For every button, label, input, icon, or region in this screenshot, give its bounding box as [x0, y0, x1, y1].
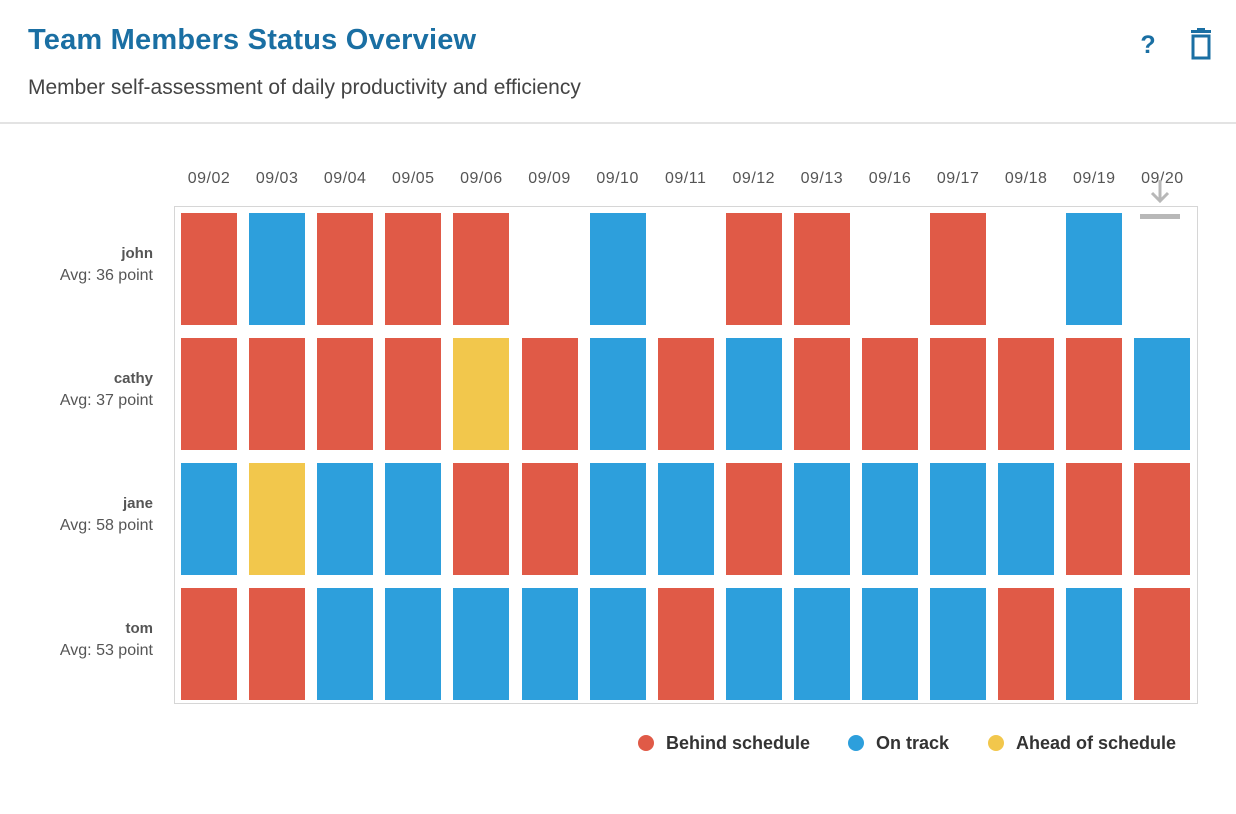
download-icon	[1140, 180, 1180, 219]
x-tick-label: 09/20	[1141, 170, 1184, 187]
legend-item-behind[interactable]: Behind schedule	[638, 730, 810, 756]
heatmap-cell[interactable]	[181, 338, 237, 450]
x-tick-label: 09/10	[596, 170, 639, 187]
heatmap-cell[interactable]	[862, 463, 918, 575]
heatmap-cell[interactable]	[317, 463, 374, 575]
x-tick-label: 09/04	[323, 170, 367, 187]
panel-header: Team Members Status Overview Member self…	[0, 0, 1236, 124]
heatmap-cell[interactable]	[453, 213, 510, 325]
heatmap-cell[interactable]	[1066, 588, 1123, 700]
heatmap-cell[interactable]	[317, 588, 374, 700]
heatmap-cell[interactable]	[589, 338, 646, 450]
row-average-label: Avg: 36 point	[59, 267, 153, 284]
y-tick-label: tom	[125, 620, 154, 637]
x-tick-label: 09/18	[1004, 170, 1048, 187]
heatmap-cell[interactable]	[930, 588, 987, 700]
heatmap-cell[interactable]	[453, 588, 510, 700]
heatmap-cell[interactable]	[725, 588, 782, 700]
heatmap-cell[interactable]	[1066, 463, 1123, 575]
heatmap-cell[interactable]	[657, 588, 714, 700]
x-tick-label: 09/09	[528, 170, 571, 187]
heatmap-cell[interactable]	[930, 338, 987, 450]
y-tick-label: john	[121, 245, 153, 262]
legend-item-ahead[interactable]: Ahead of schedule	[988, 730, 1176, 756]
heatmap-cell[interactable]	[862, 588, 918, 700]
page-subtitle: Member self-assessment of daily producti…	[28, 76, 581, 99]
heatmap-cell[interactable]	[793, 213, 850, 325]
heatmap-cell[interactable]	[1066, 338, 1123, 450]
legend-marker	[638, 735, 654, 751]
heatmap-cell[interactable]	[385, 463, 442, 575]
heatmap-cell[interactable]	[181, 588, 237, 700]
heatmap-cell[interactable]	[1134, 588, 1191, 700]
x-tick-label: 09/16	[868, 170, 912, 187]
heatmap-cell[interactable]	[862, 338, 918, 450]
legend-label: Behind schedule	[666, 732, 811, 753]
heatmap-cell[interactable]	[181, 463, 237, 575]
heatmap-cell[interactable]	[793, 463, 850, 575]
x-tick-label: 09/05	[392, 170, 435, 187]
heatmap-cell[interactable]	[249, 213, 306, 325]
x-tick-label: 09/03	[255, 170, 299, 187]
heatmap-cell[interactable]	[930, 213, 987, 325]
x-tick-label: 09/11	[665, 170, 707, 187]
legend-label: Ahead of schedule	[1016, 732, 1177, 753]
heatmap-cell[interactable]	[249, 463, 306, 575]
heatmap-cell[interactable]	[385, 213, 442, 325]
legend-item-ontrack[interactable]: On track	[848, 730, 949, 756]
row-average-label: Avg: 58 point	[59, 517, 153, 534]
heatmap-cell[interactable]	[657, 463, 714, 575]
heatmap-cell[interactable]	[249, 588, 306, 700]
x-tick-label: 09/19	[1073, 170, 1116, 187]
heatmap-cell[interactable]	[453, 338, 510, 450]
heatmap-cell[interactable]	[317, 213, 374, 325]
heatmap-cell[interactable]	[725, 463, 782, 575]
download-button[interactable]	[1140, 178, 1180, 222]
row-average-label: Avg: 53 point	[59, 642, 153, 659]
heatmap-cell[interactable]	[1134, 338, 1191, 450]
trash-icon	[1191, 28, 1211, 60]
y-tick-label: jane	[122, 495, 153, 512]
y-tick-label: cathy	[113, 370, 153, 387]
heatmap-cell[interactable]	[793, 338, 850, 450]
heatmap-cell[interactable]	[521, 588, 578, 700]
heatmap-cell[interactable]	[793, 588, 850, 700]
x-tick-label: 09/13	[800, 170, 844, 187]
heatmap-cell[interactable]	[657, 338, 714, 450]
heatmap-cell[interactable]	[930, 463, 987, 575]
heatmap-cell[interactable]	[998, 338, 1055, 450]
heatmap-cell[interactable]	[725, 338, 782, 450]
heatmap-cell[interactable]	[385, 338, 442, 450]
heatmap-cell[interactable]	[317, 338, 374, 450]
help-button[interactable]: ?	[1140, 31, 1156, 59]
heatmap-cell[interactable]	[589, 588, 646, 700]
heatmap-cell[interactable]	[998, 463, 1055, 575]
heatmap-cell[interactable]	[453, 463, 510, 575]
heatmap-cell[interactable]	[1066, 213, 1123, 325]
x-tick-label: 09/12	[732, 170, 776, 187]
heatmap-cell[interactable]	[725, 213, 782, 325]
heatmap-cell[interactable]	[998, 588, 1055, 700]
plot-area	[174, 206, 1198, 704]
status-heatmap: 09/02 09/03 09/04 09/05 09/06 09/09 09/10 09/11…	[0, 124, 1236, 814]
x-tick-label: 09/06	[460, 170, 503, 187]
page-title: Team Members Status Overview	[28, 24, 477, 56]
heatmap-cell[interactable]	[521, 338, 578, 450]
heatmap-cell[interactable]	[385, 588, 442, 700]
row-average-label: Avg: 37 point	[59, 392, 153, 409]
heatmap-cell[interactable]	[181, 213, 237, 325]
delete-button[interactable]	[1186, 28, 1216, 62]
legend-marker	[988, 735, 1004, 751]
legend-label: On track	[876, 732, 950, 753]
heatmap-cell[interactable]	[589, 213, 646, 325]
x-tick-label: 09/02	[187, 170, 231, 187]
heatmap-cell[interactable]	[1134, 463, 1191, 575]
heatmap-cell[interactable]	[589, 463, 646, 575]
legend-marker	[848, 735, 864, 751]
heatmap-cell[interactable]	[249, 338, 306, 450]
heatmap-cell[interactable]	[521, 463, 578, 575]
x-tick-label: 09/17	[936, 170, 980, 187]
